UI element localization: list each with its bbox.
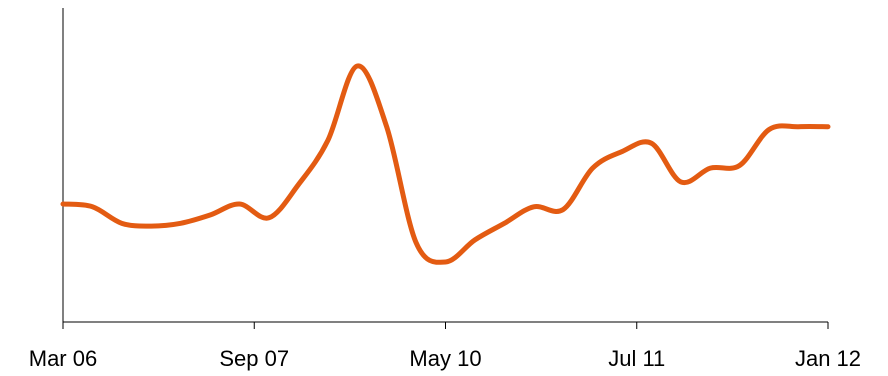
series-layer — [60, 63, 831, 265]
x-tick-label: Jul 11 — [608, 346, 665, 371]
axes — [62, 8, 829, 329]
x-tick-label: Mar 06 — [29, 346, 97, 371]
series-line — [60, 63, 831, 265]
x-tick-labels: Mar 06 Sep 07 May 10 Jul 11 Jan 12 — [29, 346, 861, 371]
x-tick-label: Sep 07 — [219, 346, 289, 371]
x-tick-label: May 10 — [409, 346, 481, 371]
x-tick-label: Jan 12 — [795, 346, 861, 371]
